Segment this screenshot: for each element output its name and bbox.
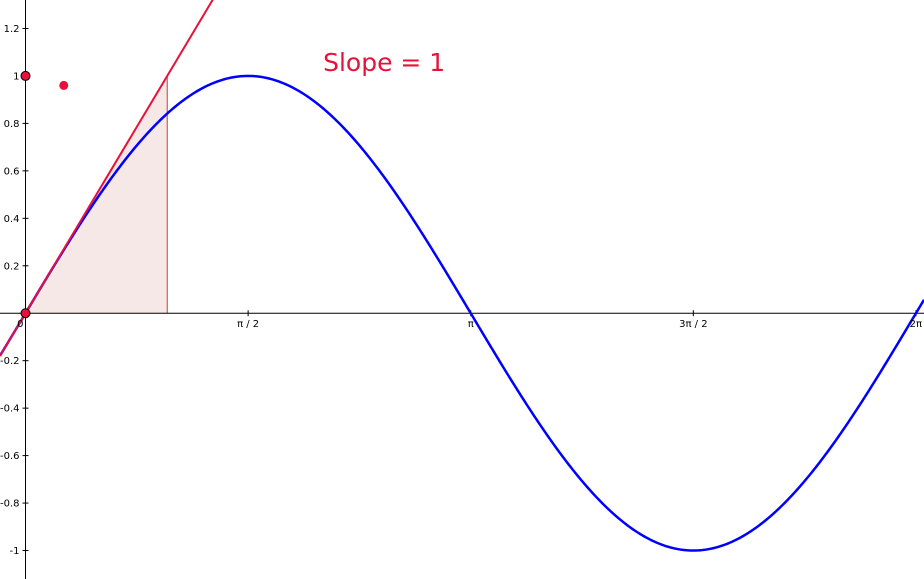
y-tick-label: 1 bbox=[13, 71, 19, 82]
x-tick-label: 3π / 2 bbox=[679, 319, 707, 330]
y-tick-label: 1.2 bbox=[4, 24, 20, 35]
x-tick-label: 0 bbox=[17, 319, 23, 330]
point-1 bbox=[20, 308, 31, 319]
tangent-line bbox=[0, 0, 214, 357]
sine-curve bbox=[0, 74, 924, 552]
annotations: Slope = 1 bbox=[323, 48, 445, 77]
y-tick-label: -0.8 bbox=[0, 499, 20, 510]
x-tick-label: 2π bbox=[910, 319, 922, 330]
y-tick-label: -0.4 bbox=[0, 404, 20, 415]
point-3 bbox=[59, 80, 69, 90]
points bbox=[20, 70, 69, 319]
y-tick-label: 0.4 bbox=[4, 214, 20, 225]
y-tick-label: 0.2 bbox=[4, 261, 20, 272]
slope-label: Slope = 1 bbox=[323, 48, 445, 77]
y-tick-label: 0.6 bbox=[4, 166, 20, 177]
y-tick-label: -0.2 bbox=[0, 356, 20, 367]
x-tick-label: π / 2 bbox=[237, 319, 259, 330]
y-tick-label: -1 bbox=[10, 546, 20, 557]
curves bbox=[0, 0, 924, 552]
point-2 bbox=[20, 70, 31, 81]
tick-labels: 0 π / 2 π 3π / 2 2π 1.2 1 0.8 0.6 0.4 0.2 -0.2 -0.4 -… bbox=[0, 24, 922, 557]
x-tick-label: π bbox=[468, 319, 474, 330]
y-tick-label: -0.6 bbox=[0, 451, 20, 462]
y-tick-label: 0.8 bbox=[4, 119, 20, 130]
